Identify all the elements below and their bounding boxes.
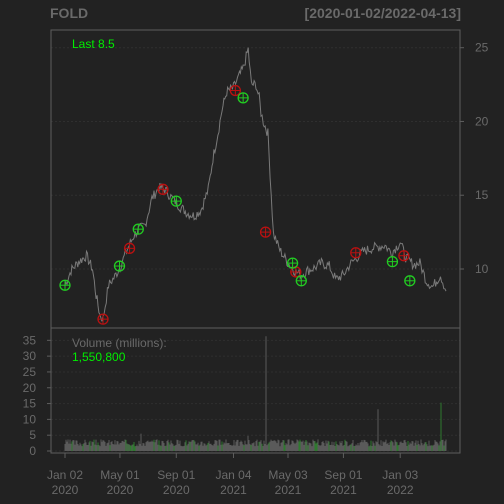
x-tick-year: 2021 [220,483,247,497]
volume-tick-label: 30 [23,349,37,363]
volume-value: 1,550,800 [72,350,126,364]
price-tick-label: 25 [475,41,489,55]
x-tick-label: May 03 [268,468,308,482]
date-range: [2020-01-02/2022-04-13] [304,5,461,21]
volume-tick-label: 35 [23,333,37,347]
x-tick-label: Jan 02 [47,468,83,482]
price-series-line [64,47,447,322]
x-tick-label: Jan 04 [216,468,252,482]
chart-title: FOLD [50,5,89,21]
panel-frames [50,29,461,454]
x-tick-label: Sep 01 [324,468,362,482]
volume-bars [64,336,447,451]
volume-panel-frame [50,327,461,454]
volume-tick-label: 10 [23,412,37,426]
volume-tick-label: 15 [23,397,37,411]
price-tick-label: 20 [475,114,489,128]
x-tick-label: Jan 03 [382,468,418,482]
x-tick-label: Sep 01 [157,468,195,482]
x-tick-label: May 01 [100,468,140,482]
price-panel-frame [50,29,461,329]
x-tick-year: 2020 [52,483,79,497]
volume-tick-label: 5 [29,428,36,442]
price-tick-label: 10 [475,262,489,276]
volume-tick-label: 20 [23,381,37,395]
x-tick-year: 2021 [330,483,357,497]
x-tick-year: 2022 [387,483,414,497]
last-price-legend: Last 8.5 [72,37,115,51]
signal-markers [59,84,416,325]
x-tick-year: 2020 [163,483,190,497]
price-tick-label: 15 [475,188,489,202]
volume-tick-label: 0 [29,444,36,458]
price-line [64,47,447,322]
volume-tick-label: 25 [23,365,37,379]
x-tick-year: 2020 [107,483,134,497]
volume-label: Volume (millions): [72,336,167,350]
x-tick-year: 2021 [275,483,302,497]
